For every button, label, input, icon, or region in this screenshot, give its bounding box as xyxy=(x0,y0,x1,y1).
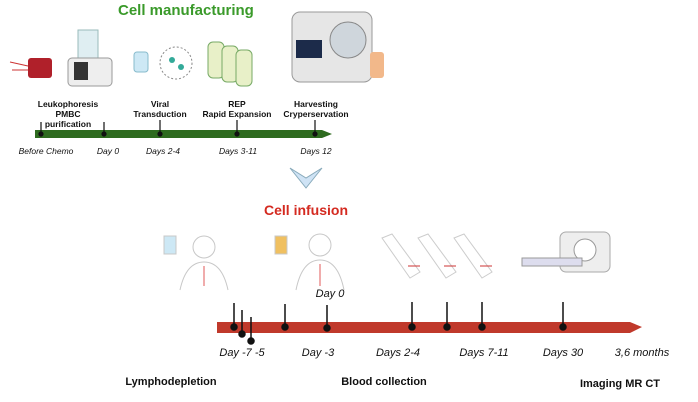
cell-processing-machine-icon xyxy=(291,11,384,83)
step-label: Harvesting Cryperservation xyxy=(283,99,349,119)
day-label: Days 2-4 xyxy=(375,347,421,359)
day-label: Days 7-11 xyxy=(459,347,509,359)
blood-bag-icon xyxy=(9,58,52,78)
day-label: Day -3 xyxy=(301,347,335,359)
chevron-down-icon xyxy=(289,167,323,189)
bioreactor-bags-icon xyxy=(207,41,253,87)
phase-blood-collection: Blood collection xyxy=(341,376,427,388)
step-leukophoresis: Leukophoresis PMBC purification xyxy=(38,99,98,129)
iv-bag-icon xyxy=(133,51,149,73)
patient-infusion-icon xyxy=(163,235,229,291)
infusion-title: Cell infusion xyxy=(264,202,348,218)
step-viral-transduction: Viral Transduction xyxy=(133,99,186,119)
day-label: Day 0 xyxy=(96,146,120,156)
step-harvesting: Harvesting Cryperservation xyxy=(283,99,348,119)
infusion-bar xyxy=(217,322,642,333)
day-label: Before Chemo xyxy=(18,146,74,156)
step-label: Leukophoresis PMBC purification xyxy=(37,99,99,129)
phase-lymphodepletion: Lymphodepletion xyxy=(125,376,217,388)
step-label: REP Rapid Expansion xyxy=(202,99,272,119)
day-label: Days 2-4 xyxy=(145,146,181,156)
day-label: 3,6 months xyxy=(614,347,670,359)
manufacturing-bar xyxy=(35,130,332,138)
step-rep: REP Rapid Expansion xyxy=(203,99,272,119)
centrifuge-icon xyxy=(67,29,113,87)
day-label: Day -7 -5 xyxy=(219,347,265,359)
manufacturing-title: Cell manufacturing xyxy=(118,2,254,19)
blood-draw-arm-icon xyxy=(381,233,493,279)
day-label: Days 30 xyxy=(542,347,584,359)
day-label: Days 3-11 xyxy=(218,146,258,156)
cells-icon xyxy=(159,46,193,80)
ct-scanner-icon xyxy=(521,231,611,273)
step-label: Viral Transduction xyxy=(133,99,187,119)
day-label: Days 12 xyxy=(300,146,332,156)
patient-infusion-icon xyxy=(274,233,345,291)
day-0-label: Day 0 xyxy=(315,288,345,300)
phase-imaging: Imaging MR CT xyxy=(579,378,661,390)
